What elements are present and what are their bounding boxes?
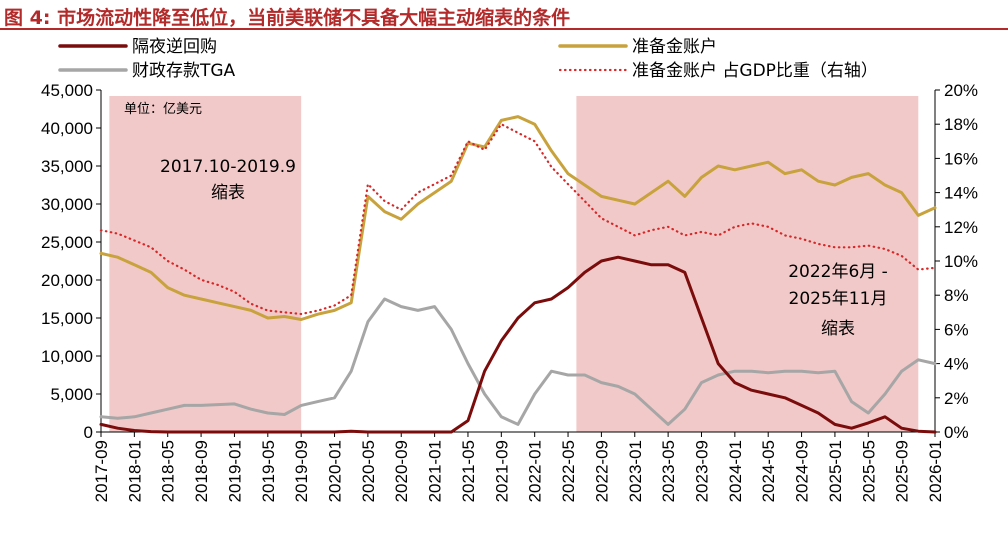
right-tick-label: 10% xyxy=(944,252,978,271)
legend-label-4: 准备金账户 占GDP比重（右轴） xyxy=(632,61,878,81)
x-tick-label: 2025-01 xyxy=(826,440,845,502)
series-line-2 xyxy=(99,115,937,321)
left-tick-label: 5,000 xyxy=(50,385,93,404)
x-tick-label: 2020-09 xyxy=(392,440,411,502)
shaded-period-2 xyxy=(576,96,919,432)
shaded-period-1 xyxy=(109,96,302,432)
x-tick-label: 2022-05 xyxy=(559,440,578,502)
legend-label-3: 财政存款TGA xyxy=(132,61,236,81)
left-tick-label: 20,000 xyxy=(41,271,93,290)
shaded-label-2-start: 2022年6月 - xyxy=(788,262,888,282)
x-tick-label: 2018-09 xyxy=(192,440,211,502)
left-tick-label: 25,000 xyxy=(41,233,93,252)
legend-label-1: 隔夜逆回购 xyxy=(132,37,217,57)
left-tick-label: 35,000 xyxy=(41,157,93,176)
figure-title-bar: 图 4: 市场流动性降至低位，当前美联储不具备大幅主动缩表的条件 xyxy=(0,0,1008,30)
x-tick-label: 2023-05 xyxy=(659,440,678,502)
right-tick-label: 2% xyxy=(944,389,969,408)
x-tick-label: 2021-05 xyxy=(459,440,478,502)
series-line-3 xyxy=(99,297,937,426)
right-tick-label: 4% xyxy=(944,355,969,374)
figure-title-text: 市场流动性降至低位，当前美联储不具备大幅主动缩表的条件 xyxy=(57,7,571,29)
series-line-1 xyxy=(99,255,937,434)
shaded-label-2-action: 缩表 xyxy=(821,319,855,339)
x-tick-label: 2025-09 xyxy=(893,440,912,502)
x-tick-label: 2020-01 xyxy=(326,440,345,502)
left-tick-label: 30,000 xyxy=(41,195,93,214)
x-tick-label: 2026-01 xyxy=(926,440,945,502)
right-tick-label: 6% xyxy=(944,320,969,339)
right-tick-label: 0% xyxy=(944,423,969,442)
left-tick-label: 0 xyxy=(84,423,93,442)
shaded-label-1-period: 2017.10-2019.9 xyxy=(160,157,296,177)
x-tick-label: 2019-05 xyxy=(259,440,278,502)
shaded-label-2-end: 2025年11月 xyxy=(789,289,888,309)
x-tick-label: 2019-09 xyxy=(292,440,311,502)
x-tick-label: 2024-01 xyxy=(726,440,745,502)
right-tick-label: 8% xyxy=(944,286,969,305)
left-tick-label: 40,000 xyxy=(41,119,93,138)
figure-label: 图 4: xyxy=(4,7,51,29)
right-tick-label: 18% xyxy=(944,115,978,134)
left-tick-label: 45,000 xyxy=(41,81,93,100)
x-tick-label: 2025-05 xyxy=(859,440,878,502)
x-tick-label: 2023-09 xyxy=(692,440,711,502)
x-tick-label: 2018-05 xyxy=(159,440,178,502)
figure-title: 图 4: 市场流动性降至低位，当前美联储不具备大幅主动缩表的条件 xyxy=(4,3,570,30)
shaded-label-1-action: 缩表 xyxy=(211,183,245,203)
legend-label-2: 准备金账户 xyxy=(632,37,717,57)
x-tick-label: 2024-05 xyxy=(759,440,778,502)
x-tick-label: 2018-01 xyxy=(125,440,144,502)
x-tick-label: 2022-01 xyxy=(526,440,545,502)
series-line-4 xyxy=(99,123,937,316)
right-tick-label: 20% xyxy=(944,81,978,100)
left-tick-label: 15,000 xyxy=(41,309,93,328)
x-tick-label: 2021-09 xyxy=(492,440,511,502)
x-tick-label: 2019-01 xyxy=(225,440,244,502)
right-tick-label: 16% xyxy=(944,149,978,168)
x-tick-label: 2024-09 xyxy=(793,440,812,502)
x-tick-label: 2017-09 xyxy=(92,440,111,502)
x-tick-label: 2021-01 xyxy=(426,440,445,502)
right-tick-label: 14% xyxy=(944,184,978,203)
left-tick-label: 10,000 xyxy=(41,347,93,366)
x-tick-label: 2020-05 xyxy=(359,440,378,502)
right-tick-label: 12% xyxy=(944,218,978,237)
x-tick-label: 2022-09 xyxy=(592,440,611,502)
x-tick-label: 2023-01 xyxy=(626,440,645,502)
unit-label: 单位：亿美元 xyxy=(124,102,202,117)
